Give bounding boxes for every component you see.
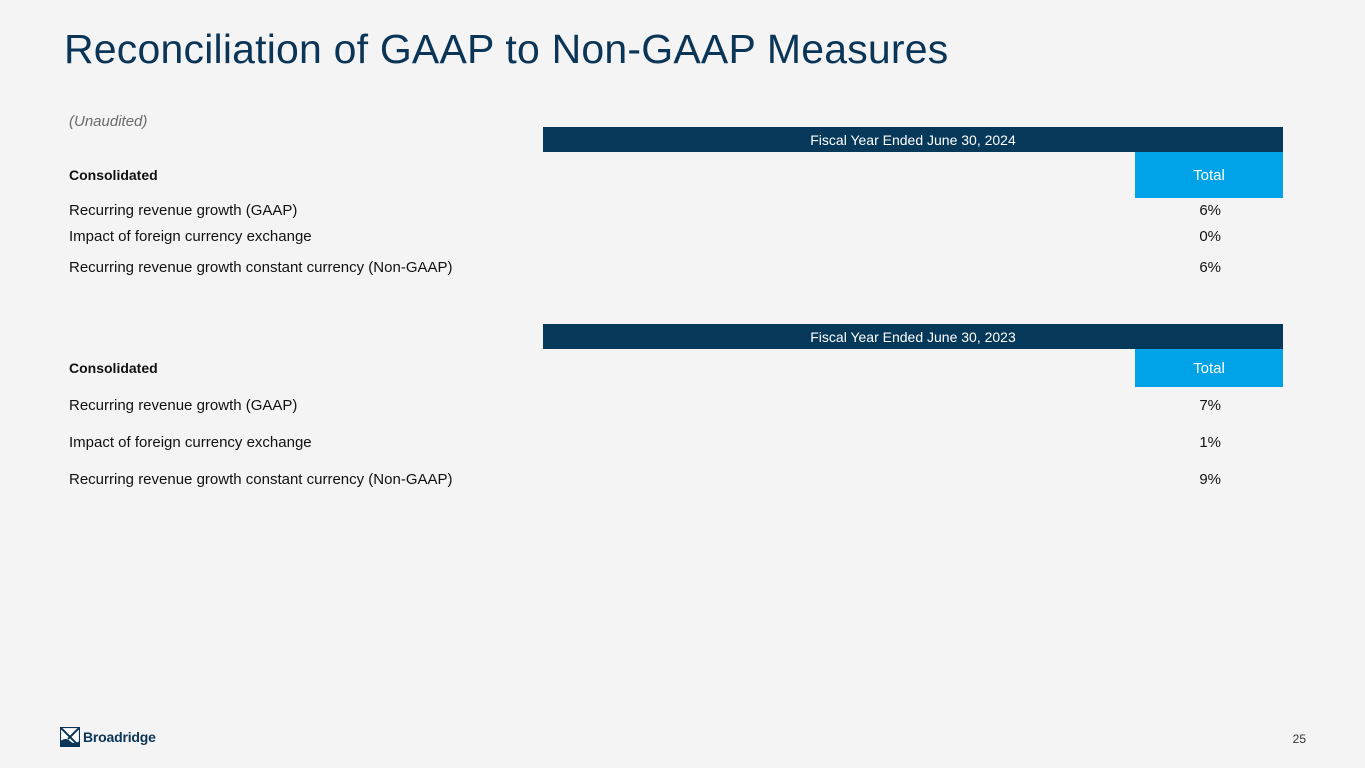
row-label: Recurring revenue growth (GAAP) [69,397,298,414]
row-value: 1% [1199,434,1221,451]
section-label: Consolidated [69,167,158,183]
row-value: 0% [1199,228,1221,245]
section-label: Consolidated [69,360,158,376]
logo-text: Broadridge [83,729,156,745]
table-row: Recurring revenue growth (GAAP) 7% [69,397,1221,417]
total-column-header: Total [1135,349,1283,387]
table-row: Recurring revenue growth constant curren… [69,471,1221,491]
period-header: Fiscal Year Ended June 30, 2024 [543,127,1283,152]
row-value: 6% [1199,202,1221,219]
page-title: Reconciliation of GAAP to Non-GAAP Measu… [64,26,949,72]
row-label: Recurring revenue growth constant curren… [69,259,453,276]
row-label: Recurring revenue growth constant curren… [69,471,453,488]
table-row: Impact of foreign currency exchange 1% [69,434,1221,454]
unaudited-note: (Unaudited) [69,113,148,130]
row-value: 6% [1199,259,1221,276]
total-column-header: Total [1135,152,1283,198]
row-label: Impact of foreign currency exchange [69,228,312,245]
row-value: 7% [1199,397,1221,414]
period-header: Fiscal Year Ended June 30, 2023 [543,324,1283,349]
broadridge-logo-icon [60,727,80,747]
table-row: Recurring revenue growth constant curren… [69,259,1221,279]
row-value: 9% [1199,471,1221,488]
page-number: 25 [1292,732,1306,746]
table-row: Impact of foreign currency exchange 0% [69,228,1221,248]
table-row: Recurring revenue growth (GAAP) 6% [69,202,1221,222]
broadridge-logo: Broadridge [60,727,156,747]
row-label: Impact of foreign currency exchange [69,434,312,451]
row-label: Recurring revenue growth (GAAP) [69,202,298,219]
